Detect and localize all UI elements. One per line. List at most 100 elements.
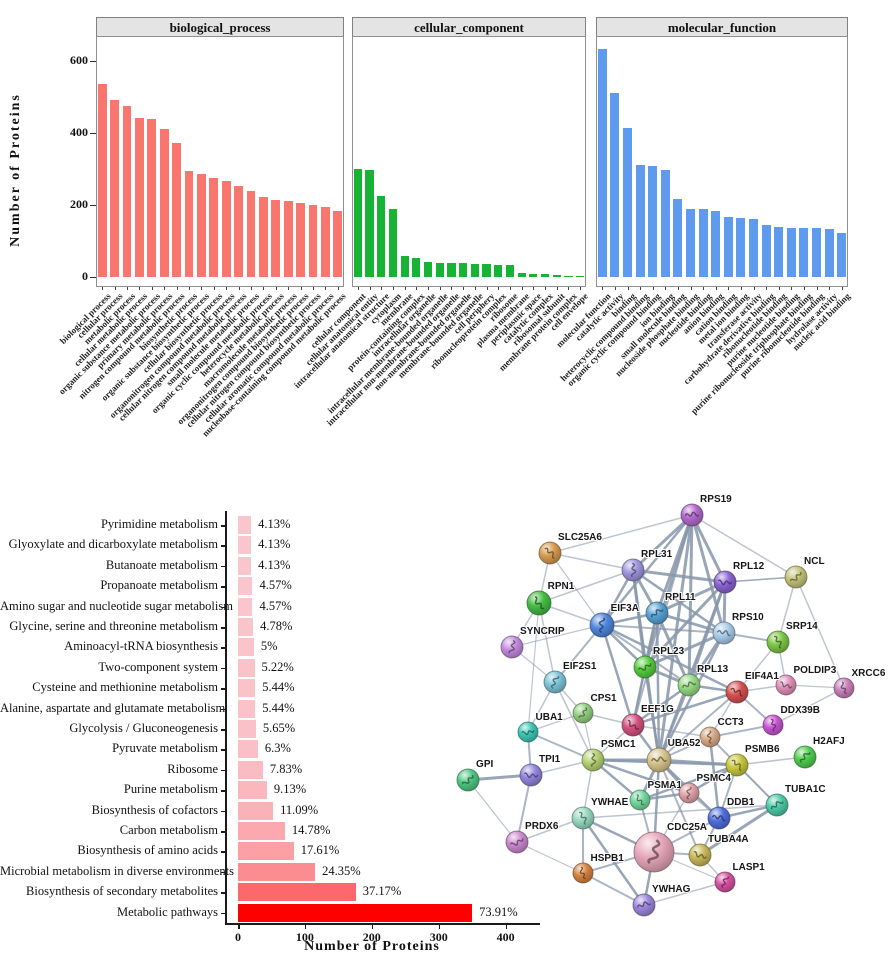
node-structure-glyph: [706, 730, 712, 744]
go-x-tick-mark: [451, 287, 453, 290]
network-node-eif2s1: EIF2S1: [543, 660, 598, 694]
node-label: PSMC4: [697, 773, 732, 784]
network-node-rps19: RPS19: [680, 493, 733, 527]
kegg-bar: [238, 556, 252, 575]
network-edge: [467, 779, 518, 843]
network-nodes: RPS19 SLC25A6 RPL31 NCL RPL12 RPN1 EIF3A RPL11 R…: [456, 493, 887, 917]
node-structure-glyph: [840, 681, 847, 694]
kegg-y-tick-mark: [221, 525, 225, 527]
go-x-tick-mark: [439, 287, 441, 290]
kegg-percent-label: 4.13%: [258, 537, 291, 552]
go-x-tick-mark: [766, 287, 768, 290]
kegg-row-label: Glycine, serine and threonine metabolism: [9, 619, 218, 633]
kegg-y-tick-mark: [221, 769, 225, 772]
network-node-xrcc6: XRCC6: [833, 667, 887, 699]
network-node-ywhae: YWHAE: [571, 796, 630, 830]
kegg-bar: [238, 781, 267, 800]
node-label: DDB1: [727, 797, 755, 808]
node-structure-glyph: [630, 562, 637, 578]
network-node-eef1g: EEF1G: [621, 703, 675, 737]
kegg-percent-label: 4.13%: [258, 557, 291, 572]
kegg-y-tick-mark: [221, 790, 225, 792]
network-edge: [549, 552, 603, 626]
go-bar: [470, 264, 479, 277]
network-edge: [708, 735, 721, 820]
network-edge: [516, 841, 584, 874]
kegg-x-tick-label: 200: [362, 930, 381, 944]
node-structure-glyph: [717, 579, 733, 586]
node-structure-glyph: [730, 687, 743, 697]
go-x-tick-mark: [381, 287, 383, 290]
go-bar: [400, 256, 409, 277]
kegg-bar: [238, 822, 285, 840]
kegg-percent-label: 5%: [260, 639, 278, 654]
kegg-row-label: Glyoxylate and dicarboxylate metabolism: [8, 537, 218, 552]
kegg-row-label: Ribosome: [167, 761, 218, 776]
node-label: RPL12: [733, 561, 765, 572]
kegg-bar: [238, 801, 274, 820]
kegg-x-tick-label: 0: [235, 930, 241, 944]
kegg-x-tick-label: 400: [496, 930, 515, 944]
kegg-row-label: Microbial metabolism in diverse environm…: [0, 863, 234, 878]
kegg-bar: [238, 760, 263, 779]
go-bar: [110, 99, 119, 277]
kegg-y-tick-mark: [221, 851, 225, 853]
node-label: RPL13: [697, 664, 729, 675]
kegg-percent-label: 4.78%: [260, 619, 293, 633]
go-x-tick-mark: [139, 287, 141, 290]
go-x-tick-mark: [313, 287, 314, 290]
go-x-tick-mark: [263, 287, 265, 290]
kegg-bar: [238, 618, 254, 636]
go-panel-title: cellular_component: [352, 17, 586, 38]
node-label: NCL: [804, 556, 825, 567]
go-x-tick-mark: [568, 287, 570, 290]
node-label: LASP1: [733, 862, 766, 873]
kegg-percent-label: 4.57%: [259, 578, 292, 593]
kegg-row-label: Propanoate metabolism: [100, 578, 218, 593]
network-edge: [690, 513, 726, 635]
go-bar: [698, 209, 708, 277]
network-node-psma1: PSMA1: [629, 779, 683, 811]
kegg-y-tick-mark: [221, 606, 225, 609]
kegg-percent-label: 9.13%: [273, 782, 307, 797]
kegg-bar: [238, 577, 253, 596]
network-edge: [538, 602, 556, 683]
network-node-slc25a6: SLC25A6: [538, 531, 603, 565]
go-x-tick-mark: [665, 287, 667, 290]
kegg-bar: [238, 597, 253, 616]
network-edge: [527, 602, 540, 733]
kegg-percent-label: 24.35%: [322, 863, 361, 878]
kegg-y-tick-mark: [221, 892, 225, 894]
go-bar: [660, 170, 670, 277]
go-bar: [197, 174, 206, 277]
kegg-y-tick-mark: [221, 667, 225, 670]
node-structure-glyph: [684, 511, 700, 517]
go-y-tick-mark: [90, 277, 96, 278]
network-node-eif4a1: EIF4A1: [725, 670, 780, 704]
go-bar: [482, 264, 491, 277]
kegg-percent-label: 6.3%: [264, 741, 291, 756]
network-edge: [591, 758, 691, 795]
kegg-percent-label: 17.61%: [300, 843, 340, 858]
node-structure-glyph: [799, 752, 811, 763]
kegg-row-label: Amino sugar and nucleotide sugar metabol…: [0, 598, 233, 613]
node-label: EIF2S1: [563, 661, 597, 672]
go-x-tick-mark: [201, 287, 203, 290]
go-bar: [296, 202, 305, 277]
go-x-tick-mark: [238, 287, 240, 290]
kegg-row-label: Two-component system: [98, 659, 218, 674]
kegg-bar: [238, 536, 252, 555]
go-x-tick-mark: [300, 287, 302, 290]
kegg-y-tick-mark: [221, 810, 225, 813]
network-node-rpl13: RPL13: [677, 663, 730, 697]
kegg-row-label: Aminoacyl-tRNA biosynthesis: [64, 639, 218, 654]
kegg-y-tick-mark: [221, 545, 225, 547]
go-bar: [736, 218, 746, 277]
node-structure-glyph: [590, 752, 597, 768]
network-edge: [655, 580, 727, 615]
network-node-uba52: UBA52: [646, 737, 702, 773]
go-bar: [447, 263, 456, 277]
kegg-x-tick-mark: [438, 925, 441, 929]
network-node-uba1: UBA1: [517, 711, 564, 743]
network-node-gpi: GPI: [456, 758, 494, 792]
